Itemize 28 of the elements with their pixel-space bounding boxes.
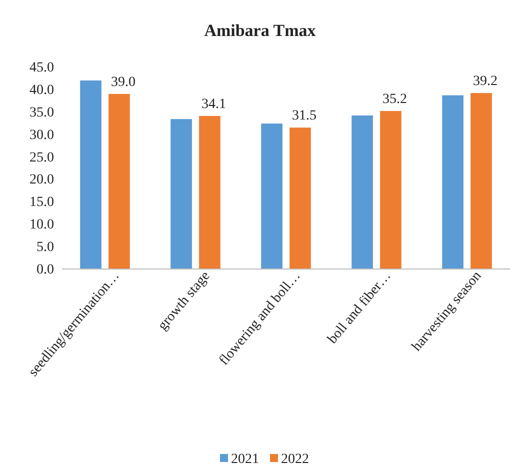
bar: [199, 116, 220, 269]
y-tick-label: 0.0: [36, 262, 54, 278]
y-tick-label: 20.0: [30, 172, 54, 188]
legend-label: 2022: [281, 452, 309, 467]
data-label: 39.0: [110, 74, 136, 90]
y-tick-label: 30.0: [30, 128, 54, 143]
data-label: 31.5: [292, 108, 316, 124]
bar: [442, 95, 464, 269]
bar: [380, 110, 402, 269]
data-label: 34.1: [201, 96, 226, 112]
legend-label: 2021: [231, 452, 259, 467]
y-tick-label: 5.0: [36, 240, 54, 256]
y-tick-label: 35.0: [30, 105, 54, 120]
bar: [80, 80, 102, 269]
data-label: 35.2: [382, 92, 407, 107]
chart-title: Amibara Tmax: [204, 21, 316, 40]
y-tick-label: 40.0: [30, 82, 54, 98]
y-tick-label: 45.0: [30, 60, 54, 76]
bar: [170, 119, 192, 269]
y-tick-label: 10.0: [30, 218, 54, 233]
y-tick-label: 15.0: [30, 195, 54, 210]
data-label: 39.2: [472, 74, 498, 90]
bar: [470, 93, 492, 269]
bar: [352, 115, 373, 269]
bar: [261, 124, 282, 269]
bar: [108, 94, 130, 269]
bar: [290, 128, 311, 269]
y-tick-label: 25.0: [30, 150, 54, 166]
